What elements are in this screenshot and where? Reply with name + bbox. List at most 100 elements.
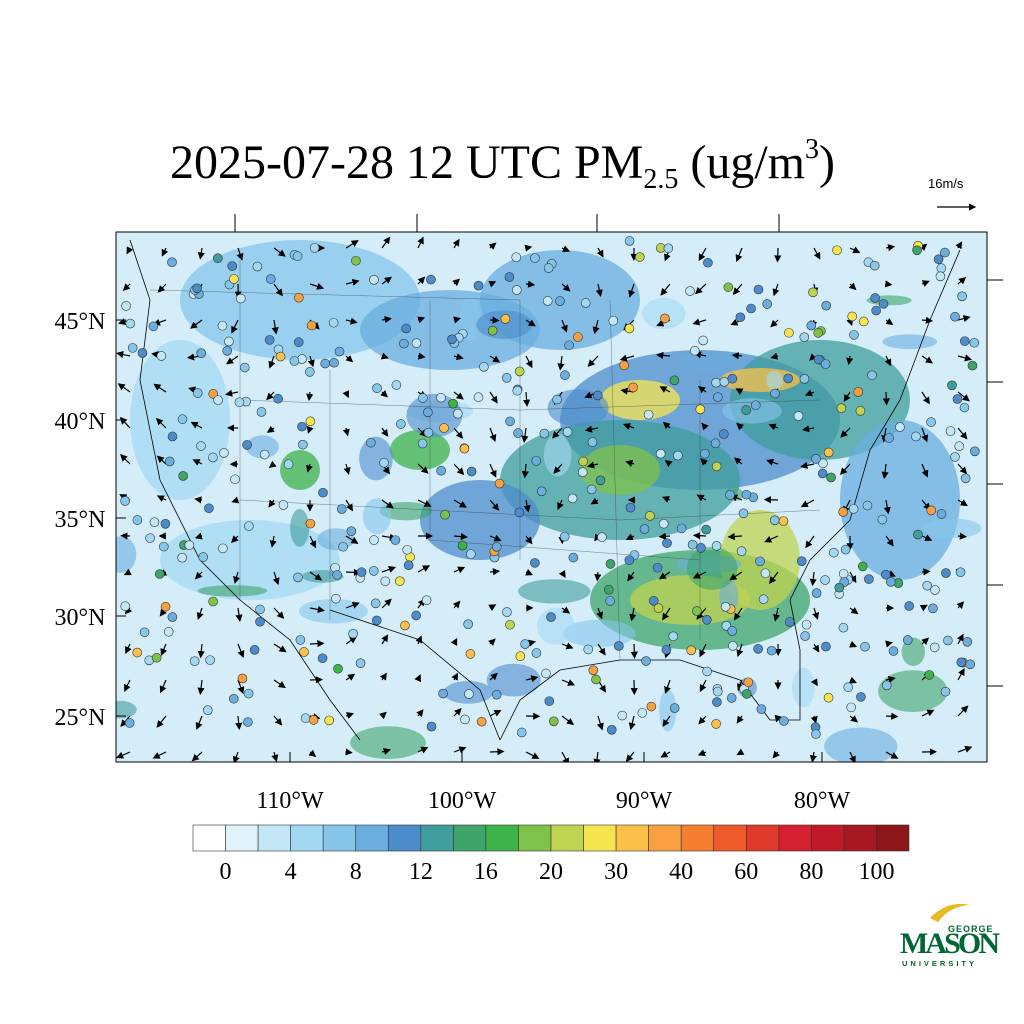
wind-vector: [735, 247, 743, 263]
wind-vector: [345, 499, 354, 512]
wind-vector: [453, 707, 462, 717]
wind-vector: [957, 391, 970, 402]
monitor-site: [348, 628, 358, 639]
monitor-site: [512, 385, 523, 396]
monitor-site: [243, 688, 254, 699]
monitor-site: [505, 619, 515, 630]
wind-vector: [450, 637, 458, 646]
monitor-site: [148, 321, 159, 332]
monitor-site: [421, 595, 432, 605]
monitor-site: [196, 441, 206, 451]
colorbar-box: [225, 824, 259, 852]
concentration-area: [824, 727, 898, 762]
wind-vector: [306, 391, 314, 402]
wind-vector: [561, 715, 575, 726]
monitor-site: [531, 456, 542, 466]
monitor-site: [514, 507, 525, 518]
wind-vector: [596, 247, 604, 258]
wind-vector: [345, 712, 355, 720]
concentration-area: [280, 450, 320, 490]
monitor-site: [564, 340, 574, 351]
monitor-site: [702, 614, 712, 625]
concentration-area: [562, 619, 636, 648]
monitor-site: [292, 251, 303, 262]
monitor-site: [237, 673, 248, 684]
monitor-site: [727, 373, 738, 384]
monitor-site: [299, 647, 309, 657]
wind-vector: [345, 354, 354, 363]
monitor-site: [562, 427, 573, 437]
wind-vector: [309, 605, 325, 613]
wind-vector: [379, 711, 387, 720]
wind-vector: [488, 280, 497, 288]
wind-vector: [343, 463, 351, 475]
monitor-site: [426, 721, 437, 732]
monitor-site: [511, 285, 522, 295]
monitor-site: [741, 489, 752, 500]
monitor-site: [278, 500, 289, 510]
wind-vector: [237, 643, 245, 658]
monitor-site: [158, 541, 169, 552]
monitor-site: [959, 402, 970, 413]
wind-vector: [956, 633, 964, 645]
monitor-site: [828, 547, 839, 558]
wind-vector: [120, 454, 131, 465]
monitor-site: [546, 612, 556, 622]
monitor-site: [811, 729, 821, 739]
wind-vector: [273, 283, 283, 297]
monitor-site: [593, 390, 603, 401]
monitor-site: [473, 392, 484, 403]
monitor-site: [255, 616, 265, 627]
wind-vector: [662, 421, 671, 430]
monitor-site: [885, 577, 896, 587]
wind-vector: [453, 316, 462, 324]
wind-vector: [194, 496, 203, 504]
wind-vector: [345, 748, 353, 756]
monitor-site: [821, 300, 832, 311]
wind-vector: [381, 566, 396, 573]
monitor-site: [338, 541, 348, 552]
wind-vector: [273, 643, 287, 653]
wind-vector: [523, 499, 531, 513]
monitor-site: [955, 567, 966, 577]
monitor-site: [637, 708, 648, 718]
monitor-site: [476, 716, 487, 727]
wind-vector: [921, 391, 930, 405]
monitor-site: [940, 247, 950, 258]
wind-vector: [191, 751, 203, 762]
concentration-area: [290, 508, 310, 547]
monitor-site: [661, 644, 672, 655]
monitor-site: [423, 427, 434, 438]
monitor-site: [878, 299, 889, 309]
monitor-site: [514, 366, 525, 377]
monitor-site: [213, 395, 223, 405]
monitor-site: [926, 505, 937, 516]
monitor-site: [177, 414, 188, 425]
wind-vector: [810, 715, 818, 724]
wind-vector: [380, 352, 389, 360]
monitor-site: [967, 360, 978, 371]
monitor-site: [234, 397, 245, 408]
wind-vector: [737, 679, 744, 692]
wind-vector: [736, 422, 744, 431]
wind-vector: [846, 318, 854, 327]
wind-vector: [768, 423, 779, 431]
monitor-site: [848, 504, 859, 514]
wind-vector: [345, 240, 359, 249]
monitor-site: [943, 635, 953, 646]
wind-vector: [524, 244, 533, 252]
colorbar-box: [583, 824, 617, 852]
wind-vector: [597, 643, 606, 656]
monitor-site: [904, 601, 914, 611]
wind-vector: [736, 748, 745, 756]
monitor-site: [811, 588, 822, 598]
wind-vector: [192, 459, 203, 466]
monitor-site: [379, 457, 389, 468]
monitor-site: [436, 465, 446, 476]
wind-vector: [553, 463, 563, 474]
monitor-site: [864, 574, 874, 584]
monitor-site: [491, 542, 502, 552]
wind-vector: [733, 607, 743, 621]
colorbar-label: 20: [539, 859, 563, 885]
wind-vector: [773, 607, 781, 622]
